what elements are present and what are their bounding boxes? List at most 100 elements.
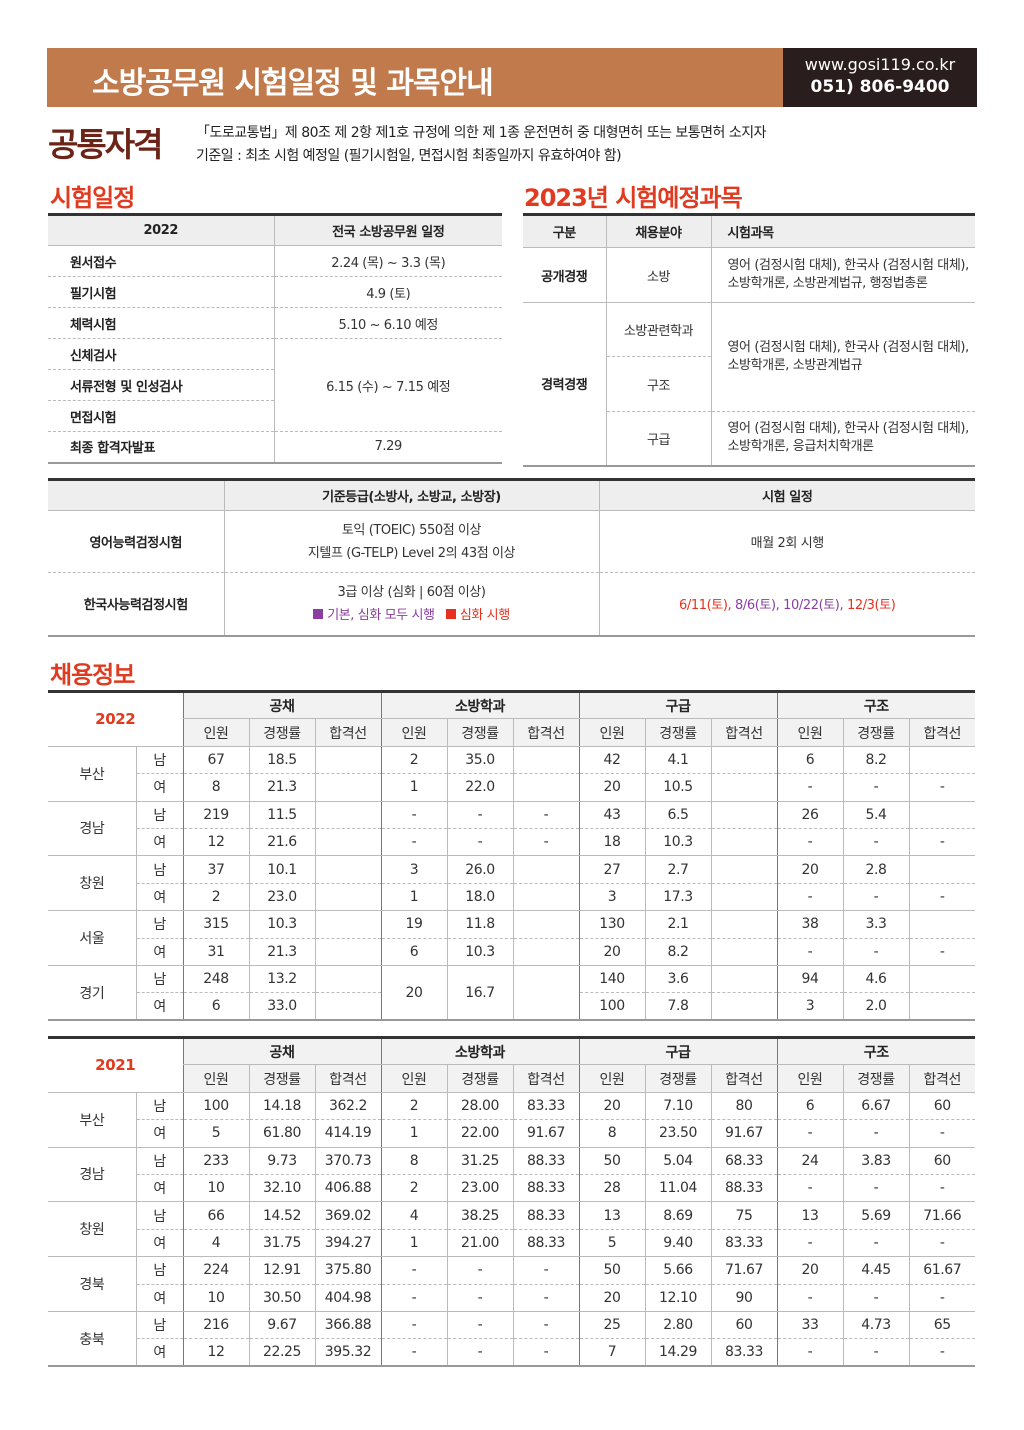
gender-label: 남 — [135, 1311, 183, 1340]
schedule-header-year: 2022 — [48, 214, 274, 246]
data-cell: 88.33 — [710, 1174, 777, 1203]
recruit-table-2021: 2021 공채 소방학과 구급 구조 인원 경쟁률 합격선 인원 경쟁률 합격선 인원 경쟁률 합격선 인원… — [48, 1036, 975, 1368]
data-cell: 8 — [578, 1119, 645, 1148]
data-cell: 6.5 — [644, 801, 711, 829]
schedule-value: 7.29 — [273, 431, 502, 464]
column-header: 인원 — [182, 1064, 249, 1093]
data-cell: 6 — [380, 938, 447, 966]
data-cell: 2 — [380, 1174, 447, 1203]
data-cell: 4.1 — [644, 746, 711, 775]
header-banner: 소방공무원 시험일정 및 과목안내 www.gosi119.co.kr 051)… — [47, 48, 977, 107]
cert-grade: 토익 (TOEIC) 550점 이상 — [341, 522, 482, 538]
cert-header-grade: 기준등급(소방사, 소방교, 소방장) — [223, 479, 599, 511]
gender-label: 남 — [135, 965, 183, 994]
data-cell: 23.0 — [248, 883, 315, 912]
table-row: 경기 남 248 13.2 20 16.7 140 3.6 94 4.6 — [48, 965, 975, 1022]
data-cell: 37 — [182, 855, 249, 884]
schedule-header-name: 전국 소방공무원 일정 — [273, 214, 502, 246]
data-cell: 5.4 — [842, 801, 909, 829]
qualification-line-1: 「도로교통법」제 80조 제 2항 제1호 규정에 의한 제 1종 운전면허 중… — [196, 125, 767, 141]
data-cell: 71.67 — [710, 1256, 777, 1285]
data-cell: 404.98 — [314, 1284, 381, 1312]
schedule-value: 6.15 (수) ~ 7.15 예정 — [273, 338, 502, 432]
data-cell: 7.10 — [644, 1092, 711, 1121]
gender-label: 여 — [135, 1338, 183, 1368]
data-cell: 60 — [710, 1311, 777, 1340]
column-header: 합격선 — [908, 1064, 975, 1093]
data-cell: 20 — [776, 855, 843, 884]
data-cell: 33.0 — [248, 992, 315, 1022]
subjects-header: 구분 — [523, 214, 606, 248]
data-cell: - — [908, 1174, 975, 1203]
data-cell: 61.80 — [248, 1119, 315, 1148]
data-cell: 31 — [182, 938, 249, 966]
data-cell: 8.2 — [644, 938, 711, 966]
data-cell: 7 — [578, 1338, 645, 1368]
subject-line: 영어 (검정시험 대체), 한국사 (검정시험 대체), — [727, 340, 970, 355]
data-cell: - — [512, 1256, 579, 1285]
recruit-title: 채용정보 — [50, 661, 135, 689]
data-cell — [314, 828, 381, 857]
group-header: 구조 — [776, 1037, 975, 1066]
recruit-type: 경력경쟁 — [523, 302, 606, 467]
data-cell: - — [908, 1338, 975, 1368]
data-cell — [710, 746, 777, 775]
data-cell: 26.0 — [446, 855, 513, 884]
schedule-value: 2.24 (목) ~ 3.3 (목) — [273, 245, 502, 277]
data-cell: - — [776, 1338, 843, 1368]
table-row: 충북 남 216 9.67 366.88- - -25 2.80 60 33 4.73 65 — [48, 1311, 975, 1368]
column-header: 합격선 — [908, 718, 975, 747]
cert-name: 한국사능력검정시험 — [48, 572, 224, 637]
gender-label: 남 — [135, 1256, 183, 1285]
data-cell: - — [776, 1119, 843, 1148]
group-header: 구급 — [578, 1037, 777, 1066]
data-cell: 2 — [380, 746, 447, 775]
data-cell: 21.6 — [248, 828, 315, 857]
data-cell: - — [512, 801, 579, 829]
gender-label: 남 — [135, 1092, 183, 1121]
data-cell — [314, 965, 381, 994]
history-exam-dates: 6/11(토), 8/6(토), 10/22(토), 12/3(토) — [598, 572, 975, 637]
data-cell: 22.00 — [446, 1119, 513, 1148]
data-cell: - — [380, 828, 447, 857]
table-row: 서울 남 315 10.3 19 11.8 130 2.1 38 3.3 — [48, 910, 975, 966]
data-cell: 1 — [380, 883, 447, 912]
data-cell: 13.2 — [248, 965, 315, 994]
data-cell: 88.33 — [512, 1174, 579, 1203]
data-cell: - — [842, 773, 909, 802]
data-cell — [908, 855, 975, 884]
data-cell: 65 — [908, 1311, 975, 1340]
subject-line: 소방학개론, 응급처치학개론 — [727, 439, 875, 455]
group-header: 공채 — [182, 691, 381, 720]
data-cell: 248 — [182, 965, 249, 994]
data-cell: 43 — [578, 801, 645, 829]
column-header: 인원 — [380, 1064, 447, 1093]
data-cell: 83.33 — [710, 1229, 777, 1258]
data-cell: 61.67 — [908, 1256, 975, 1285]
data-cell: 23.50 — [644, 1119, 711, 1148]
data-cell: 21.3 — [248, 773, 315, 802]
table-row: 여 10 30.50 404.98- - -20 12.10 90- - - — [48, 1284, 975, 1312]
data-cell — [710, 801, 777, 829]
website-url: www.gosi119.co.kr — [804, 55, 956, 74]
data-cell: 9.67 — [248, 1311, 315, 1340]
data-cell: 35.0 — [446, 746, 513, 775]
column-header: 경쟁률 — [644, 718, 711, 747]
data-cell: 12 — [182, 828, 249, 857]
data-cell: 394.27 — [314, 1229, 381, 1258]
legend-both: 기본, 심화 모두 시행 — [327, 607, 435, 623]
data-cell: 18.5 — [248, 746, 315, 775]
data-cell: 5.66 — [644, 1256, 711, 1285]
data-cell: - — [446, 1311, 513, 1340]
column-header: 경쟁률 — [842, 1064, 909, 1093]
data-cell: 362.2 — [314, 1092, 381, 1121]
data-cell: 8.69 — [644, 1201, 711, 1230]
data-cell: 2.7 — [644, 855, 711, 884]
column-header: 합격선 — [314, 1064, 381, 1093]
data-cell: 33 — [776, 1311, 843, 1340]
data-cell: 366.88 — [314, 1311, 381, 1340]
gender-label: 남 — [135, 1201, 183, 1230]
data-cell: 2.1 — [644, 910, 711, 939]
data-cell: 10.1 — [248, 855, 315, 884]
gender-label: 남 — [135, 746, 183, 775]
